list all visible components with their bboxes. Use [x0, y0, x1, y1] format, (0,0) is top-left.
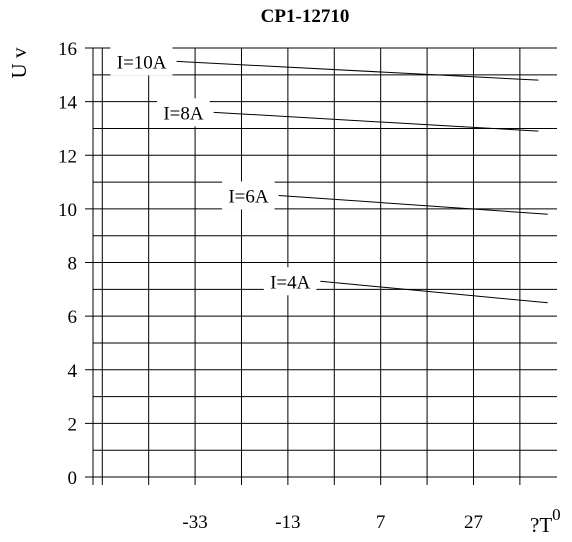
series-label: I=10A [117, 52, 167, 73]
y-tick-label: 8 [68, 254, 78, 275]
series-line [320, 280, 548, 304]
series-label-box [110, 47, 173, 76]
y-tick-label: 2 [68, 414, 78, 435]
x-tick-label: -13 [275, 512, 300, 533]
chart-title: CP1-12710 [261, 6, 350, 27]
x-tick-label: 27 [464, 512, 483, 533]
series-label-box [263, 267, 317, 296]
series-labels: I=10A I=8A I=6A I=4A [110, 47, 317, 296]
y-tick-label: 16 [58, 39, 77, 60]
x-tick-label: 7 [376, 512, 386, 533]
series-line [213, 111, 539, 132]
y-tick-label: 14 [58, 93, 78, 114]
series-line [176, 60, 539, 81]
y-tick-label: 10 [58, 200, 77, 221]
x-axis-label-main: ?T [530, 513, 552, 537]
y-tick-label: 6 [68, 307, 78, 328]
y-tick-label: 4 [68, 361, 78, 382]
x-axis-label: ?T0 [530, 505, 561, 537]
ticks: 0 2 4 6 8 10 12 14 16 -33 -13 7 27 [58, 39, 483, 533]
series-label-box [222, 181, 275, 210]
y-axis-label: U v [7, 47, 31, 78]
x-tick-label: -33 [182, 512, 207, 533]
series-label: I=6A [228, 186, 269, 207]
x-axis-label-superscript: 0 [552, 505, 561, 524]
grid [85, 47, 557, 485]
series-line [278, 194, 548, 215]
series-lines [176, 60, 548, 304]
y-tick-label: 0 [68, 468, 78, 489]
y-tick-label: 12 [58, 146, 77, 167]
series-label: I=8A [163, 103, 204, 124]
series-label-box [157, 98, 210, 127]
series-label: I=4A [270, 272, 311, 293]
